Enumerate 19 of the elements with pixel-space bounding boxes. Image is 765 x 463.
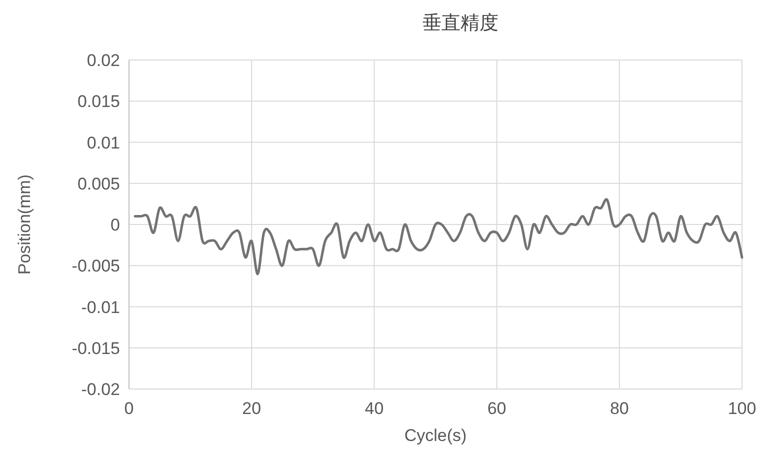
y-axis-title: Position(mm)	[15, 174, 34, 275]
y-tick-label: 0.02	[86, 51, 120, 70]
y-tick-label: -0.015	[72, 338, 120, 358]
line-series	[134, 198, 744, 276]
x-tick-label: 60	[487, 399, 506, 418]
x-tick-label: 80	[610, 399, 629, 418]
y-tick-label: -0.02	[81, 380, 120, 399]
y-tick-label: 0.015	[77, 92, 120, 112]
y-tick-label: -0.005	[72, 256, 120, 276]
y-tick-label: 0	[110, 216, 120, 234]
y-tick-label: 0.01	[86, 133, 120, 152]
x-tick-label: 40	[364, 399, 384, 418]
y-tick-label: 0.005	[77, 174, 120, 194]
x-axis-title: Cycle(s)	[404, 426, 467, 445]
x-tick-label: 20	[242, 399, 262, 418]
chart-title: 垂直精度	[422, 12, 498, 34]
x-tick-label: 100	[728, 399, 756, 418]
x-tick-label: 0	[124, 399, 134, 418]
y-tick-label: -0.01	[81, 298, 120, 317]
